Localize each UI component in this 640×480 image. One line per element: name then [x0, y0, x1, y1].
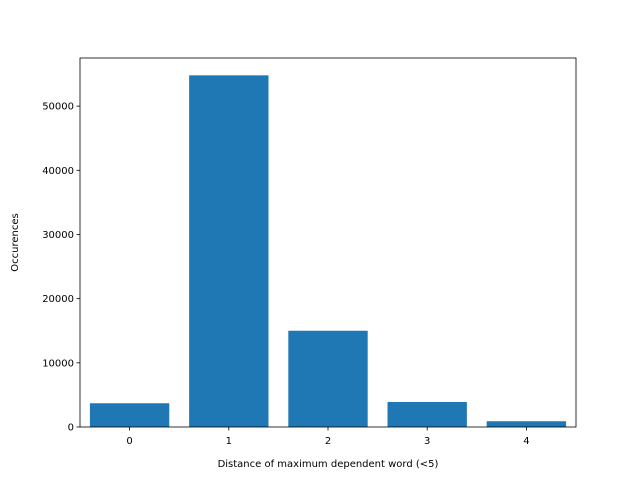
- bar-2: [288, 331, 367, 427]
- y-tick-label: 50000: [42, 102, 74, 113]
- x-tick-label: 1: [226, 436, 232, 447]
- y-axis-label: Occurences: [10, 213, 21, 271]
- x-tick-label: 4: [523, 436, 529, 447]
- x-axis-label: Distance of maximum dependent word (<5): [218, 459, 439, 470]
- y-tick-label: 10000: [42, 358, 74, 369]
- y-tick-label: 0: [68, 423, 74, 434]
- y-tick-label: 30000: [42, 230, 74, 241]
- bar-4: [487, 421, 566, 427]
- y-tick-label: 20000: [42, 294, 74, 305]
- x-tick-label: 2: [325, 436, 331, 447]
- bar-0: [90, 403, 169, 427]
- x-tick-label: 3: [424, 436, 430, 447]
- bar-3: [388, 402, 467, 427]
- y-tick-label: 40000: [42, 166, 74, 177]
- bar-1: [189, 75, 268, 427]
- x-tick-label: 0: [126, 436, 132, 447]
